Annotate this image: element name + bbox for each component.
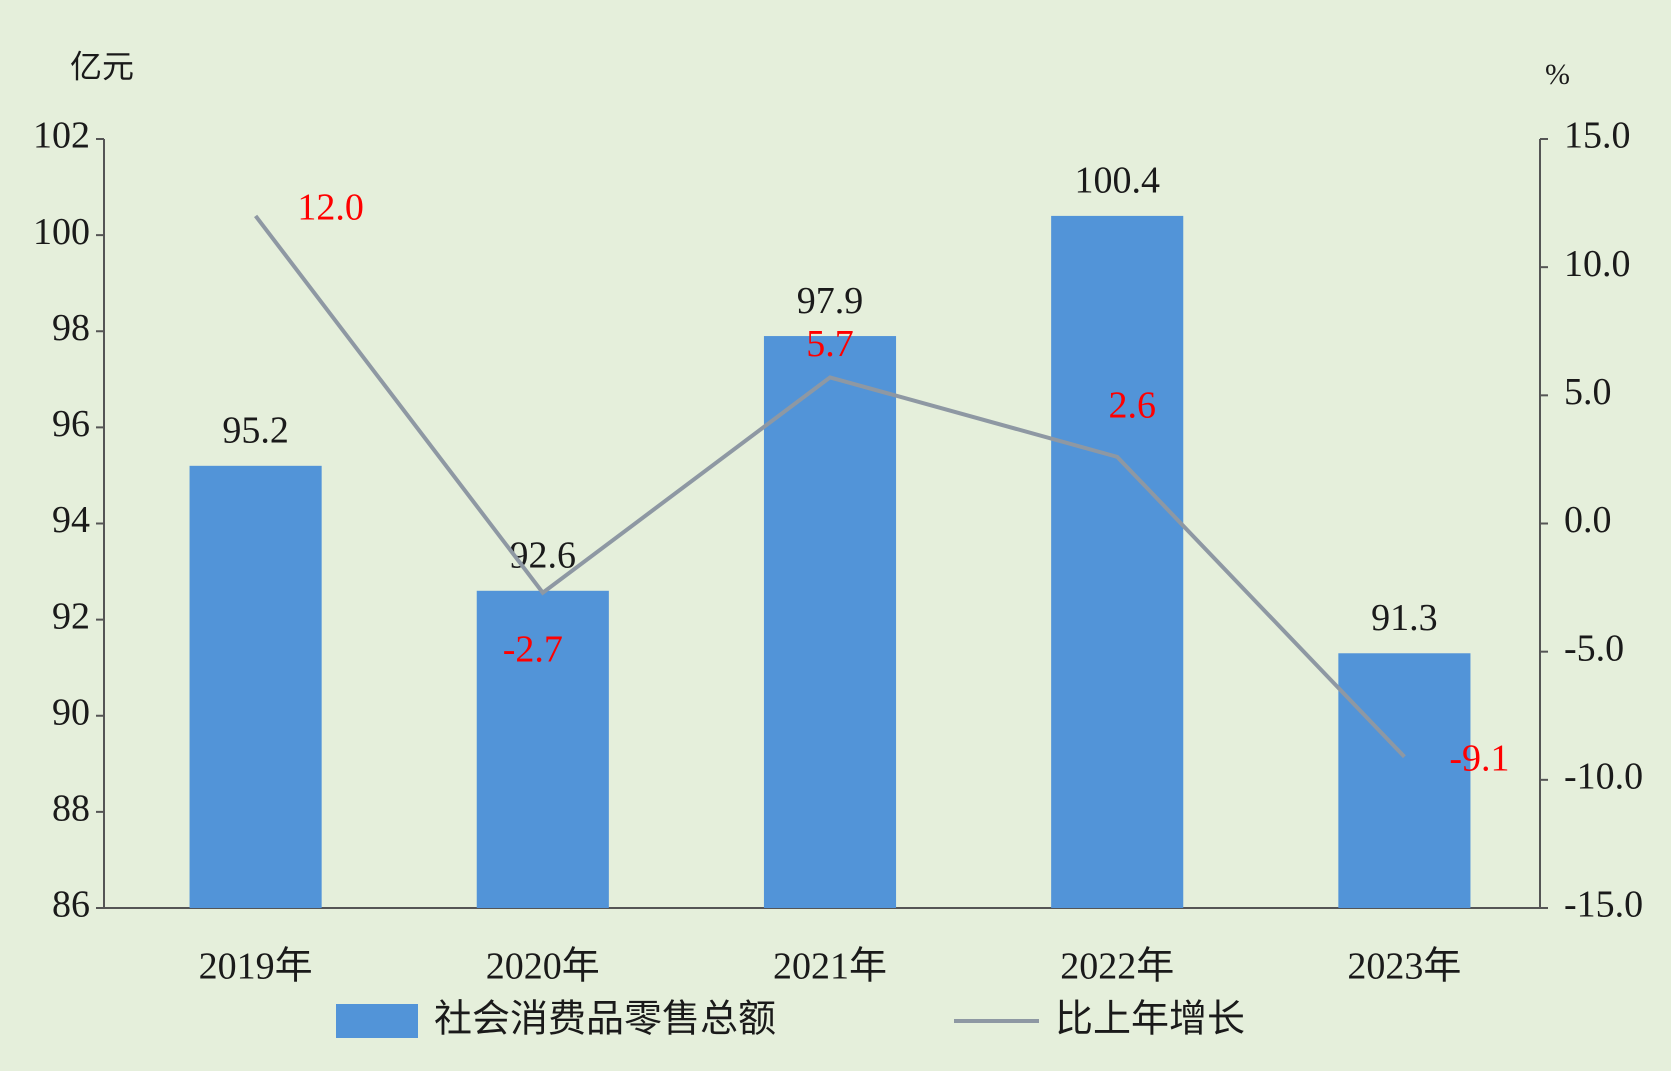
y2-tick-label: -10.0 <box>1564 756 1643 798</box>
line <box>254 214 1406 759</box>
y2-tick-label: 5.0 <box>1564 371 1612 413</box>
y2-unit: % <box>1545 58 1570 91</box>
bar-value-label: 91.3 <box>1371 597 1438 639</box>
y-tick-label: 96 <box>52 403 90 445</box>
y2-tick-label: -15.0 <box>1564 884 1643 926</box>
y-tick-label: 92 <box>52 595 90 637</box>
line-value-label: -2.7 <box>503 628 563 670</box>
bar <box>1338 653 1471 908</box>
y-tick-label: 86 <box>52 884 90 926</box>
line-value-label: 12.0 <box>297 187 364 229</box>
bar <box>1051 215 1184 908</box>
bar-value-label: 95.2 <box>222 410 289 452</box>
legend-swatch <box>336 1004 418 1038</box>
y2-tick-label: 15.0 <box>1564 115 1631 157</box>
bar <box>189 465 322 908</box>
x-tick-label: 2023年 <box>1347 946 1461 988</box>
y-tick-label: 102 <box>33 115 90 157</box>
legend-label: 社会消费品零售总额 <box>434 997 776 1041</box>
y-tick-label: 100 <box>33 211 90 253</box>
y2-tick-label: -5.0 <box>1564 627 1624 669</box>
y-tick-label: 94 <box>52 499 90 541</box>
bar-value-label: 97.9 <box>797 280 864 322</box>
line-value-label: 2.6 <box>1108 385 1156 427</box>
line-value-label: -9.1 <box>1449 737 1509 779</box>
bar-value-label: 100.4 <box>1074 160 1160 202</box>
x-tick-label: 2022年 <box>1060 946 1174 988</box>
x-tick-label: 2019年 <box>199 946 313 988</box>
line-value-label: 5.7 <box>806 323 854 365</box>
x-tick-label: 2020年 <box>486 946 600 988</box>
y-tick-label: 98 <box>52 307 90 349</box>
y-unit: 亿元 <box>70 48 134 84</box>
y2-tick-label: 0.0 <box>1564 499 1612 541</box>
bar-value-label: 92.6 <box>510 535 577 577</box>
y-tick-label: 90 <box>52 691 90 733</box>
y2-tick-label: 10.0 <box>1564 243 1631 285</box>
legend-label: 比上年增长 <box>1055 997 1245 1041</box>
bar <box>476 590 609 908</box>
x-tick-label: 2021年 <box>773 946 887 988</box>
bar <box>763 336 897 908</box>
y-tick-label: 88 <box>52 788 90 830</box>
